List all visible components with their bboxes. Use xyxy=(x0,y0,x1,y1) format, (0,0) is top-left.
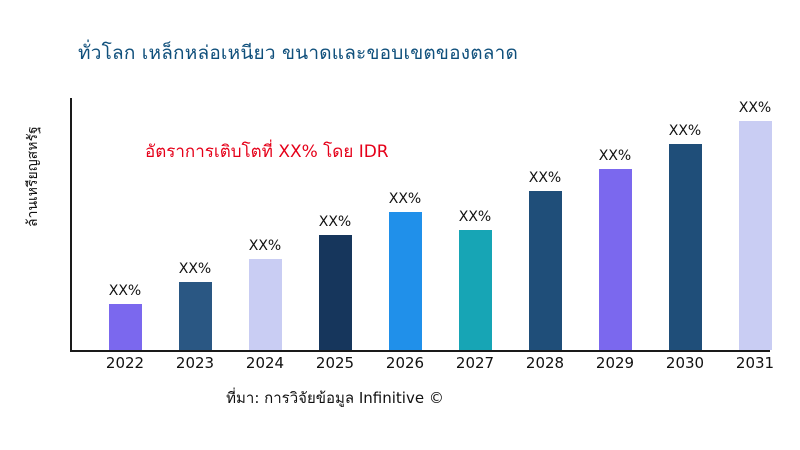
bar-value-label-2026: XX% xyxy=(388,191,422,207)
x-tick-2031: 2031 xyxy=(735,354,775,372)
x-tick-2030: 2030 xyxy=(665,354,705,372)
x-tick-2022: 2022 xyxy=(105,354,145,372)
x-tick-labels: 2022 2023 2024 2025 2026 2027 2028 2029 2030 2031 xyxy=(90,354,790,372)
bar-value-label-2031: XX% xyxy=(738,100,772,116)
x-tick-2029: 2029 xyxy=(595,354,635,372)
bar-column-2030: XX% xyxy=(650,98,720,350)
bar-column-2023: XX% xyxy=(160,98,230,350)
bar-2031 xyxy=(738,121,772,350)
growth-annotation: อัตราการเติบโตที่ XX% โดย IDR xyxy=(145,142,389,162)
bar-column-2029: XX% xyxy=(580,98,650,350)
bar-2030 xyxy=(668,144,702,350)
bars-container: XX% XX% XX% XX% XX% XX% XX% XX% XX% XX% xyxy=(90,98,790,350)
bar-value-label-2024: XX% xyxy=(248,238,282,254)
x-tick-2028: 2028 xyxy=(525,354,565,372)
chart-title: ทั่วโลก เหล็กหล่อเหนียว ขนาดและขอบเขตของ… xyxy=(78,42,519,64)
bar-value-label-2025: XX% xyxy=(318,214,352,230)
bar-column-2027: XX% xyxy=(440,98,510,350)
plot-area: อัตราการเติบโตที่ XX% โดย IDR XX% XX% XX% X… xyxy=(70,98,772,352)
bar-2025 xyxy=(318,235,352,350)
bar-value-label-2027: XX% xyxy=(458,209,492,225)
bar-value-label-2028: XX% xyxy=(528,170,562,186)
bar-column-2025: XX% xyxy=(300,98,370,350)
bar-2024 xyxy=(248,259,282,350)
x-tick-2023: 2023 xyxy=(175,354,215,372)
x-tick-2025: 2025 xyxy=(315,354,355,372)
y-axis xyxy=(70,98,72,350)
bar-column-2022: XX% xyxy=(90,98,160,350)
bar-column-2024: XX% xyxy=(230,98,300,350)
bar-2029 xyxy=(598,169,632,350)
bar-column-2031: XX% xyxy=(720,98,790,350)
x-tick-2027: 2027 xyxy=(455,354,495,372)
bar-value-label-2023: XX% xyxy=(178,261,212,277)
bar-2028 xyxy=(528,191,562,350)
bar-2027 xyxy=(458,230,492,350)
bar-2022 xyxy=(108,304,142,350)
bar-value-label-2029: XX% xyxy=(598,148,632,164)
bar-value-label-2030: XX% xyxy=(668,123,702,139)
y-axis-label: ล้านเหรียญสหรัฐ xyxy=(25,126,41,228)
x-tick-2026: 2026 xyxy=(385,354,425,372)
bar-2023 xyxy=(178,282,212,350)
x-axis xyxy=(70,350,770,352)
bar-column-2026: XX% xyxy=(370,98,440,350)
x-tick-2024: 2024 xyxy=(245,354,285,372)
bar-column-2028: XX% xyxy=(510,98,580,350)
bar-value-label-2022: XX% xyxy=(108,283,142,299)
bar-2026 xyxy=(388,212,422,350)
source-caption: ที่มา: การวิจัยข้อมูล Infinitive © xyxy=(226,389,444,407)
